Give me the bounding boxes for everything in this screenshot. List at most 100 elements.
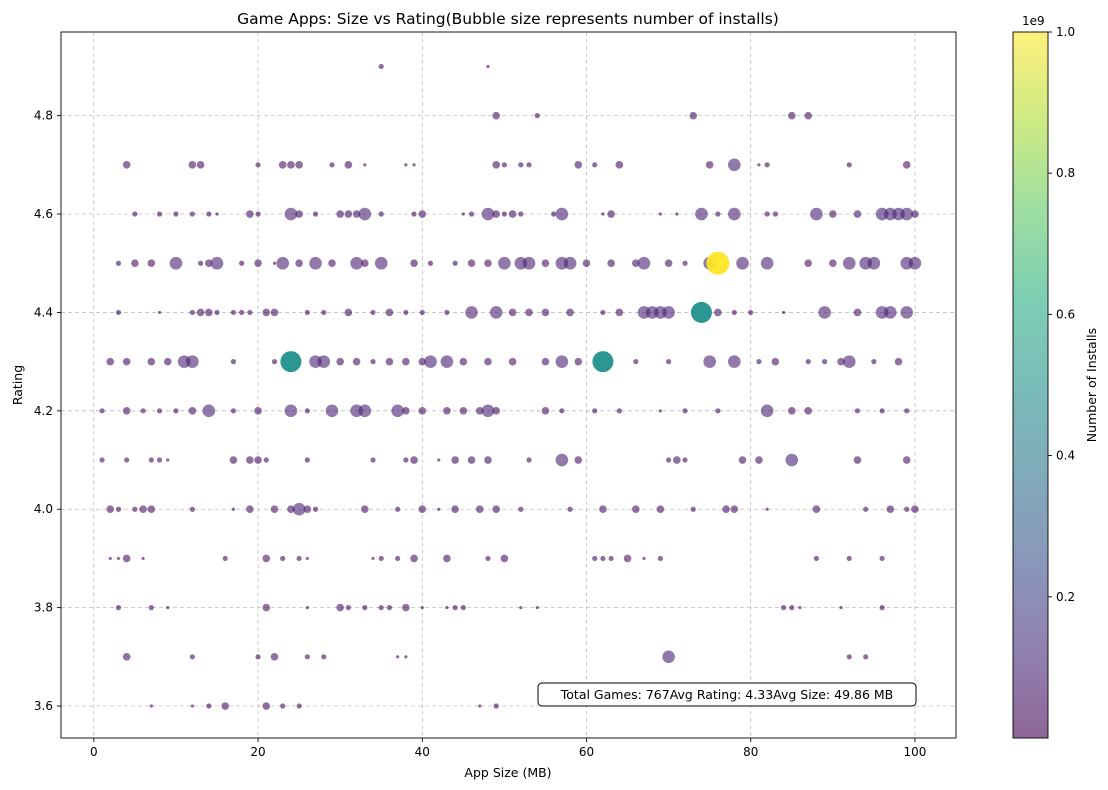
data-point: [246, 210, 254, 218]
data-point: [424, 355, 437, 368]
data-point: [122, 357, 131, 366]
data-point: [662, 650, 675, 664]
colorbar-gradient: [1013, 32, 1048, 738]
data-point: [443, 407, 451, 415]
data-point: [616, 408, 622, 414]
data-point: [837, 357, 845, 366]
data-point: [156, 211, 163, 217]
data-point: [501, 211, 507, 217]
colorbar-ticks: 0.2 0.4 0.6 0.8 1.0: [1048, 25, 1075, 604]
data-point: [363, 163, 367, 167]
data-point: [188, 161, 197, 169]
data-point-highlight: [592, 351, 614, 373]
data-point: [592, 162, 598, 168]
data-point: [230, 359, 237, 365]
data-point: [789, 605, 795, 611]
data-point: [854, 408, 861, 414]
data-point: [437, 458, 441, 462]
data-point: [141, 556, 145, 561]
data-point: [344, 161, 353, 169]
data-point-highlight: [280, 351, 302, 373]
data-point: [600, 309, 606, 316]
data-point: [404, 163, 408, 167]
chart-title: Game Apps: Size vs Rating(Bubble size re…: [237, 10, 779, 28]
data-point: [508, 210, 517, 218]
data-point: [631, 259, 640, 268]
data-point: [451, 456, 459, 464]
data-point: [535, 606, 539, 610]
data-point: [853, 210, 862, 218]
data-point: [631, 505, 640, 514]
data-point: [818, 306, 831, 319]
data-point: [781, 310, 786, 315]
data-point: [229, 456, 238, 464]
data-point: [115, 506, 122, 512]
data-point: [169, 256, 183, 270]
data-point: [304, 408, 310, 414]
data-point: [270, 308, 279, 317]
colorbar-tick-label: 0.4: [1056, 449, 1075, 463]
data-point: [222, 555, 228, 562]
data-point: [215, 212, 219, 216]
data-point: [760, 256, 774, 270]
data-point: [764, 211, 770, 217]
data-point: [756, 359, 762, 365]
data-point: [804, 111, 813, 120]
data-point: [106, 505, 115, 514]
data-point: [714, 308, 722, 317]
data-point: [846, 555, 852, 562]
data-point: [115, 260, 122, 266]
data-point: [566, 308, 574, 317]
data-point: [846, 654, 852, 660]
data-point: [772, 211, 778, 217]
data-point: [541, 259, 550, 268]
data-point: [452, 605, 458, 611]
data-point: [362, 605, 368, 611]
data-point: [765, 507, 769, 511]
data-point: [894, 357, 903, 366]
data-point: [395, 506, 401, 512]
data-point: [345, 605, 351, 611]
data-point: [526, 162, 532, 168]
data-point: [147, 357, 156, 366]
data-point: [147, 505, 156, 514]
data-point: [321, 654, 327, 660]
data-point: [239, 260, 245, 266]
data-point: [501, 162, 507, 168]
data-point: [190, 704, 194, 708]
data-point: [522, 256, 536, 270]
data-point: [599, 505, 607, 514]
data-point: [461, 212, 465, 216]
data-point: [810, 207, 823, 221]
data-point: [139, 505, 147, 514]
data-point: [163, 357, 172, 366]
x-tick-label: 100: [903, 745, 926, 759]
data-point: [391, 404, 404, 418]
data-point: [270, 505, 279, 514]
data-point: [437, 507, 441, 511]
y-tick-label: 4.0: [34, 502, 53, 516]
data-point: [276, 256, 289, 270]
data-point: [420, 606, 424, 610]
data-point: [204, 308, 213, 317]
data-point: [247, 309, 253, 316]
data-point: [481, 404, 495, 418]
data-point: [131, 259, 139, 268]
data-point: [361, 259, 369, 268]
data-point: [370, 309, 376, 316]
data-point: [189, 506, 195, 512]
data-point: [122, 161, 131, 169]
data-point: [412, 163, 416, 167]
data-point: [370, 457, 376, 463]
data-point: [173, 211, 179, 217]
colorbar-tick-label: 1.0: [1056, 25, 1075, 39]
data-point: [757, 163, 761, 167]
x-tick-label: 40: [415, 745, 430, 759]
data-point: [682, 408, 688, 414]
data-point: [361, 505, 369, 514]
data-point: [132, 506, 138, 512]
data-point: [637, 256, 651, 270]
data-point: [156, 457, 163, 463]
data-point: [736, 256, 749, 270]
data-point: [124, 457, 130, 463]
